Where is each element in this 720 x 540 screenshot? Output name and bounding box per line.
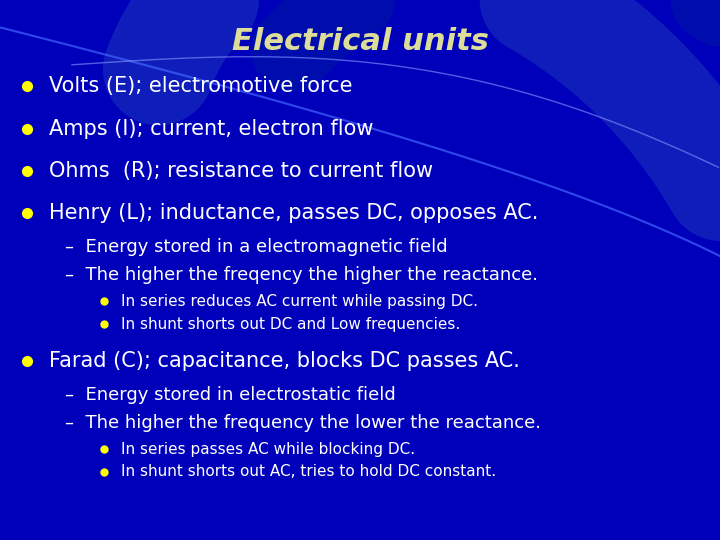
- Text: Amps (I); current, electron flow: Amps (I); current, electron flow: [49, 118, 374, 139]
- Text: In shunt shorts out DC and Low frequencies.: In shunt shorts out DC and Low frequenci…: [121, 316, 460, 332]
- Text: Farad (C); capacitance, blocks DC passes AC.: Farad (C); capacitance, blocks DC passes…: [49, 350, 520, 371]
- Text: In series reduces AC current while passing DC.: In series reduces AC current while passi…: [121, 294, 478, 309]
- Text: Electrical units: Electrical units: [232, 27, 488, 56]
- Text: –  The higher the frequency the lower the reactance.: – The higher the frequency the lower the…: [65, 414, 541, 433]
- Text: Ohms  (R); resistance to current flow: Ohms (R); resistance to current flow: [49, 160, 433, 181]
- Text: –  Energy stored in a electromagnetic field: – Energy stored in a electromagnetic fie…: [65, 238, 447, 256]
- Text: In series passes AC while blocking DC.: In series passes AC while blocking DC.: [121, 442, 415, 457]
- Text: –  Energy stored in electrostatic field: – Energy stored in electrostatic field: [65, 386, 395, 404]
- Text: Volts (E); electromotive force: Volts (E); electromotive force: [49, 76, 353, 97]
- Text: Henry (L); inductance, passes DC, opposes AC.: Henry (L); inductance, passes DC, oppose…: [49, 202, 539, 223]
- Text: –  The higher the freqency the higher the reactance.: – The higher the freqency the higher the…: [65, 266, 538, 285]
- Text: In shunt shorts out AC, tries to hold DC constant.: In shunt shorts out AC, tries to hold DC…: [121, 464, 496, 480]
